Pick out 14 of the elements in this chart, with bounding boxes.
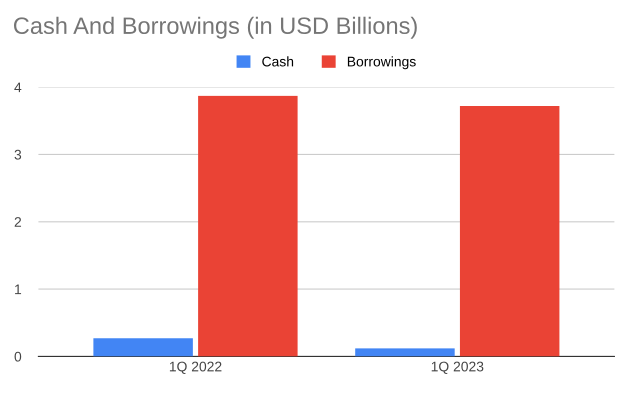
bar <box>93 338 193 356</box>
legend-label: Cash <box>262 56 294 66</box>
bar <box>460 106 560 356</box>
bar <box>198 96 298 356</box>
legend-label: Borrowings <box>348 56 416 70</box>
x-tick-label: 1Q 2022 <box>170 362 222 374</box>
x-tick-label: 1Q 2023 <box>432 362 484 374</box>
y-tick-label: 2 <box>14 217 22 227</box>
y-tick-label: 0 <box>14 352 22 362</box>
y-tick-label: 3 <box>14 150 22 160</box>
y-tick-label: 4 <box>14 82 22 92</box>
chart-title: Cash And Borrowings (in USD Billions) <box>14 16 417 39</box>
y-tick-label: 1 <box>15 284 22 294</box>
bar <box>355 348 455 356</box>
